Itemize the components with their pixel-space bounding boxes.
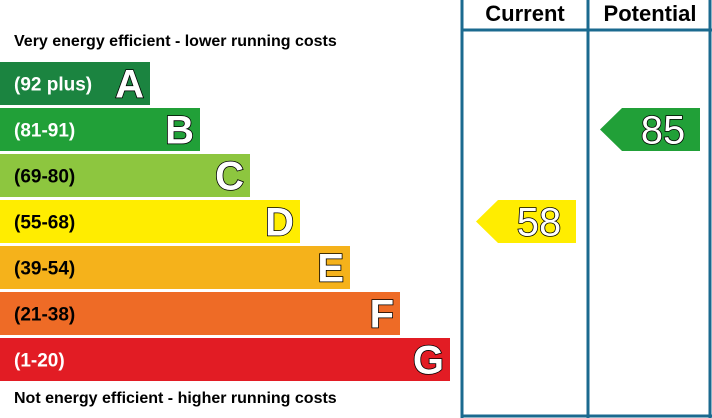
band-bar-G: [0, 338, 450, 381]
band-letter-C: C: [215, 155, 244, 199]
band-letter-F: F: [370, 293, 394, 337]
current-column-header: Current: [485, 1, 565, 26]
band-bar-A: [0, 62, 150, 105]
potential-column-header: Potential: [603, 1, 697, 26]
band-bar-C: [0, 154, 250, 197]
band-letter-E: E: [317, 247, 344, 291]
band-bar-E: [0, 246, 350, 289]
band-range-A: (92 plus): [14, 75, 92, 96]
band-range-D: (55-68): [14, 213, 75, 234]
band-letter-D: D: [265, 201, 294, 245]
bottom-caption: Not energy efficient - higher running co…: [14, 390, 337, 407]
band-letter-G: G: [413, 339, 444, 383]
band-bar-D: [0, 200, 300, 243]
band-bar-B: [0, 108, 200, 151]
band-range-B: (81-91): [14, 121, 75, 142]
band-range-C: (69-80): [14, 167, 75, 188]
band-letter-A: A: [115, 63, 144, 107]
current-rating-value: 58: [517, 201, 562, 245]
potential-rating-value: 85: [641, 109, 686, 153]
potential-rating-arrow: [600, 108, 700, 151]
band-bar-F: [0, 292, 400, 335]
current-rating-arrow: [476, 200, 576, 243]
band-range-F: (21-38): [14, 305, 75, 326]
band-letter-B: B: [165, 109, 194, 153]
band-range-G: (1-20): [14, 351, 65, 372]
top-caption: Very energy efficient - lower running co…: [14, 33, 337, 50]
band-range-E: (39-54): [14, 259, 75, 280]
